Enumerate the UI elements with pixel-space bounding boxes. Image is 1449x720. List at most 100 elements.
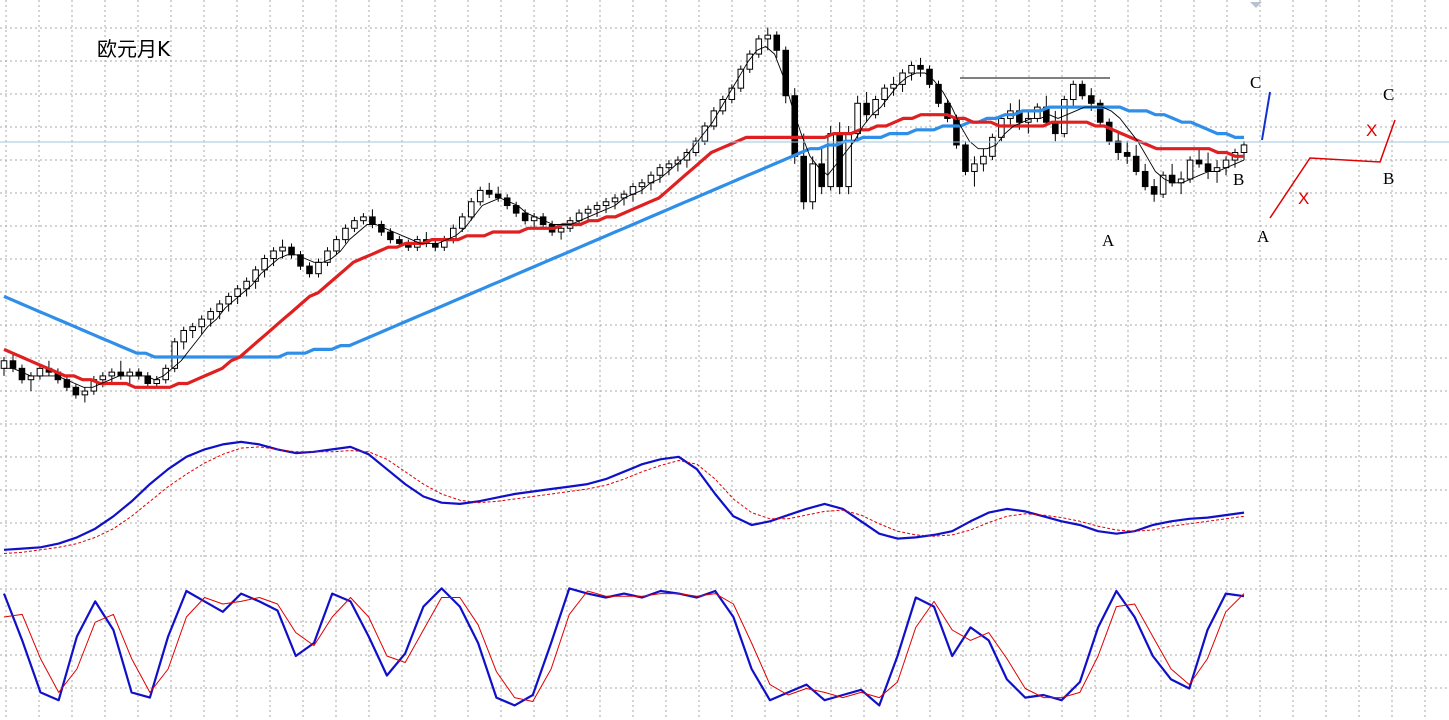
candle <box>512 201 520 217</box>
candle-body-up <box>99 375 107 381</box>
scroll-marker <box>1250 2 1262 8</box>
candle <box>243 277 250 297</box>
candle-body-up <box>351 220 358 229</box>
candle-body-down <box>1123 152 1131 157</box>
candle <box>755 35 763 58</box>
candle <box>252 266 259 289</box>
candle <box>917 57 924 77</box>
candle-body-up <box>261 258 268 271</box>
candle <box>854 95 861 142</box>
candle-body-up <box>530 216 538 222</box>
candle-body-down <box>18 367 26 381</box>
candle <box>324 247 331 267</box>
candle <box>476 186 484 206</box>
candle-body-down <box>953 117 960 146</box>
candle-body-up <box>458 216 466 229</box>
candle <box>746 50 754 74</box>
candle <box>1114 133 1122 161</box>
candle <box>935 80 942 108</box>
candle-body-up <box>324 250 331 263</box>
candle-body-up <box>81 390 89 396</box>
candle <box>171 338 179 373</box>
ma-mid-line <box>3 113 1244 389</box>
candle <box>1141 163 1149 191</box>
candle <box>180 326 187 350</box>
candle-body-up <box>593 205 601 210</box>
candle-body-down <box>512 205 520 214</box>
candle-body-down <box>135 371 143 377</box>
candle <box>261 254 268 278</box>
wave-label-c: C <box>1250 73 1261 92</box>
candle-body-up <box>1069 83 1077 101</box>
candle <box>602 197 610 214</box>
candle-body-up <box>180 329 187 343</box>
candle-body-up <box>683 152 691 161</box>
candle-body-up <box>36 367 44 377</box>
candle <box>1078 80 1086 100</box>
candle-body-up <box>998 117 1005 138</box>
candle <box>737 65 745 92</box>
candle-body-up <box>467 201 475 218</box>
candle-body-down <box>1078 83 1086 97</box>
oscillator-panel-1 <box>3 440 1245 554</box>
candle-body-up <box>225 295 232 305</box>
candle <box>351 216 358 233</box>
candle <box>971 156 978 187</box>
candle <box>1159 171 1167 198</box>
candle-body-down <box>117 371 125 377</box>
candle <box>962 141 969 176</box>
candle <box>674 156 682 172</box>
candle-body-down <box>369 216 376 225</box>
oscillator-2-d-line <box>3 590 1245 702</box>
candle-body-down <box>818 163 825 188</box>
candle <box>881 84 888 108</box>
candle <box>360 213 367 225</box>
candle-body-down <box>782 49 790 97</box>
candle-body-down <box>297 254 304 267</box>
candle <box>773 31 781 58</box>
candles <box>0 27 1248 403</box>
candle-body-up <box>575 212 583 222</box>
candle <box>1222 156 1230 176</box>
candle-body-up <box>755 38 763 55</box>
candle-body-up <box>243 280 250 290</box>
projection-label-x2: X <box>1366 121 1377 140</box>
candle-body-down <box>1141 170 1149 188</box>
candle <box>638 179 646 195</box>
candle <box>647 171 655 191</box>
candle <box>1132 144 1140 176</box>
candle <box>701 122 709 145</box>
candle <box>63 375 71 392</box>
candle <box>315 258 322 278</box>
candle-body-up <box>746 53 754 70</box>
candle-body-up <box>881 87 888 101</box>
candle-body-down <box>1096 102 1104 123</box>
projection-label-a: A <box>1257 227 1270 246</box>
candle-body-up <box>252 269 259 282</box>
candle <box>135 368 143 380</box>
candle-body-down <box>306 265 313 275</box>
candle <box>584 205 592 221</box>
candle <box>1150 179 1158 202</box>
candle <box>117 360 125 380</box>
projection-label-c: C <box>1383 85 1394 104</box>
candle-body-down <box>1105 121 1113 142</box>
candle <box>809 156 816 210</box>
projection-pattern <box>1261 91 1396 219</box>
candle-body-up <box>872 99 879 116</box>
candle <box>1052 110 1059 142</box>
candle <box>665 160 673 176</box>
candle <box>405 239 412 251</box>
candle <box>1096 99 1104 127</box>
candle <box>1034 103 1041 123</box>
candle <box>611 194 619 210</box>
candle-body-up <box>557 227 565 233</box>
candle-body-down <box>1132 155 1140 172</box>
candle-body-down <box>485 189 493 195</box>
candle-body-down <box>288 246 295 256</box>
candle <box>342 224 349 244</box>
projection-label-b: B <box>1383 169 1394 188</box>
candle-body-up <box>234 288 241 297</box>
candle <box>198 315 205 335</box>
candle-body-down <box>1052 121 1059 135</box>
